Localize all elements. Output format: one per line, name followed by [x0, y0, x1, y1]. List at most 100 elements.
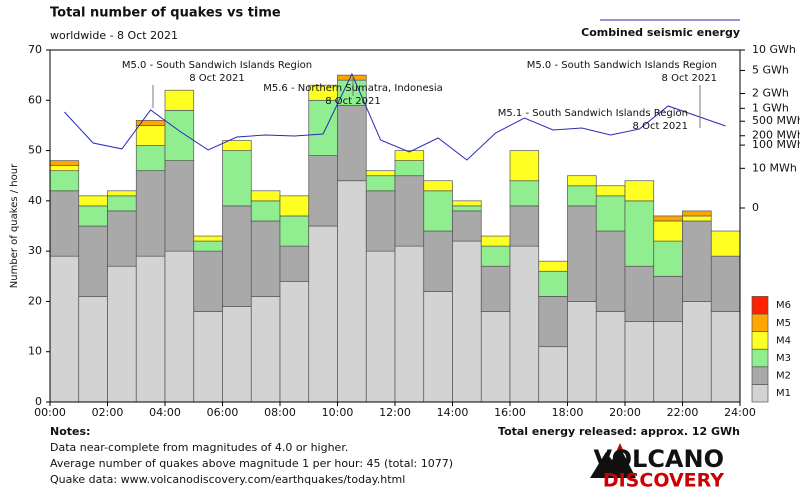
- bar-segment: [365, 190, 396, 252]
- legend-label: M1: [776, 388, 791, 399]
- logo-text: DISCOVERY: [603, 470, 724, 492]
- bar-segment: [78, 296, 108, 403]
- bar-segment: [250, 296, 281, 403]
- bar-segment: [452, 210, 482, 242]
- bar-segment: [107, 190, 137, 197]
- bar-segment: [538, 270, 568, 297]
- bar-segment: [193, 311, 223, 403]
- bar-segment: [365, 175, 396, 192]
- x-tick-label: 18:00: [552, 406, 584, 419]
- bar-segment: [308, 225, 338, 403]
- y-tick-label: 60: [28, 93, 42, 106]
- bar-segment: [710, 230, 741, 257]
- bar-segment: [107, 210, 137, 267]
- bar-segment: [78, 225, 108, 297]
- bar-segment: [135, 255, 166, 403]
- bar-segment: [135, 170, 166, 257]
- legend-label: M3: [776, 353, 791, 364]
- bar-segment: [78, 195, 108, 207]
- y-axis-label: Number of quakes / hour: [9, 163, 20, 288]
- logo-icon: [616, 443, 624, 452]
- annotation: M5.0 - South Sandwich Islands Region: [122, 60, 312, 71]
- y-tick-label: 30: [28, 244, 42, 257]
- bar-segment: [49, 190, 80, 257]
- bar-segment: [567, 175, 597, 187]
- bar-segment: [653, 321, 683, 403]
- bar-segment: [567, 205, 597, 302]
- bar-segment: [595, 195, 626, 232]
- bar-segment: [624, 265, 655, 322]
- bar-segment: [135, 145, 166, 172]
- bar-segment: [337, 79, 367, 106]
- bar-segment: [480, 245, 511, 267]
- bar-segment: [164, 89, 195, 111]
- bar-segment: [595, 311, 626, 403]
- bar-segment: [595, 185, 626, 197]
- y2-tick-label: 2 GWh: [752, 86, 789, 99]
- bar-segment: [49, 165, 80, 172]
- y-tick-label: 0: [35, 395, 42, 408]
- bar-segment: [394, 245, 425, 403]
- legend-label: M6: [776, 300, 791, 311]
- bar-segment: [193, 235, 223, 242]
- note: Average number of quakes above magnitude…: [50, 457, 453, 470]
- bar-segment: [509, 180, 540, 207]
- x-tick-label: 00:00: [34, 406, 66, 419]
- bar-segment: [222, 140, 252, 151]
- bar-segment: [567, 185, 597, 207]
- bar-segment: [653, 275, 683, 322]
- y2-tick-label: 0: [752, 201, 759, 214]
- bar-segment: [78, 205, 108, 227]
- bar-segment: [394, 150, 425, 161]
- y-tick-label: 20: [28, 294, 42, 307]
- legend-swatch: [751, 384, 769, 403]
- bar-segment: [653, 220, 683, 242]
- bar-segment: [250, 220, 281, 297]
- legend-swatch: [751, 366, 769, 385]
- bar-segment: [365, 170, 396, 177]
- legend-swatch: [751, 331, 769, 350]
- bar-segment: [308, 99, 338, 156]
- bar-segment: [49, 255, 80, 403]
- bar-segment: [682, 220, 712, 302]
- legend-swatch: [751, 348, 769, 368]
- y2-tick-label: 5 GWh: [752, 63, 789, 76]
- bar-segment: [337, 180, 367, 403]
- y2-tick-label: 100 MWh: [752, 138, 800, 151]
- bar-segment: [480, 235, 511, 247]
- y-tick-label: 40: [28, 194, 42, 207]
- bar-segment: [423, 230, 453, 292]
- chart-title: Total number of quakes vs time: [50, 6, 281, 21]
- bar-segment: [480, 265, 511, 312]
- bar-segment: [164, 250, 195, 403]
- bar-segment: [193, 250, 223, 312]
- x-tick-label: 04:00: [149, 406, 181, 419]
- bar-segment: [222, 205, 252, 307]
- bar-segment: [164, 109, 195, 161]
- bar-segment: [308, 155, 338, 227]
- bar-segment: [193, 240, 223, 252]
- bar-segment: [222, 306, 252, 403]
- bar-segment: [337, 74, 367, 81]
- bar-segment: [682, 215, 712, 222]
- bar-segment: [538, 346, 568, 403]
- note: Quake data: www.volcanodiscovery.com/ear…: [50, 473, 405, 486]
- energy-line: [64, 72, 726, 161]
- annotation: M5.0 - South Sandwich Islands Region: [527, 60, 717, 71]
- logo-icon: [590, 447, 636, 478]
- bar-segment: [135, 125, 166, 146]
- y2-tick-label: 10 GWh: [752, 43, 796, 56]
- bar-segment: [250, 200, 281, 222]
- bar-segment: [682, 210, 712, 217]
- bar-segment: [538, 260, 568, 272]
- bar-segment: [452, 200, 482, 207]
- bar-segment: [279, 245, 310, 282]
- bar-segment: [250, 190, 281, 202]
- y2-tick-label: 10 MWh: [752, 161, 797, 174]
- bar-segment: [480, 311, 511, 403]
- x-tick-label: 02:00: [92, 406, 124, 419]
- annotation-date: 8 Oct 2021: [662, 73, 717, 84]
- bar-segment: [107, 195, 137, 212]
- annotation: M5.6 - Northern Sumatra, Indonesia: [263, 83, 443, 94]
- bar-segment: [394, 175, 425, 247]
